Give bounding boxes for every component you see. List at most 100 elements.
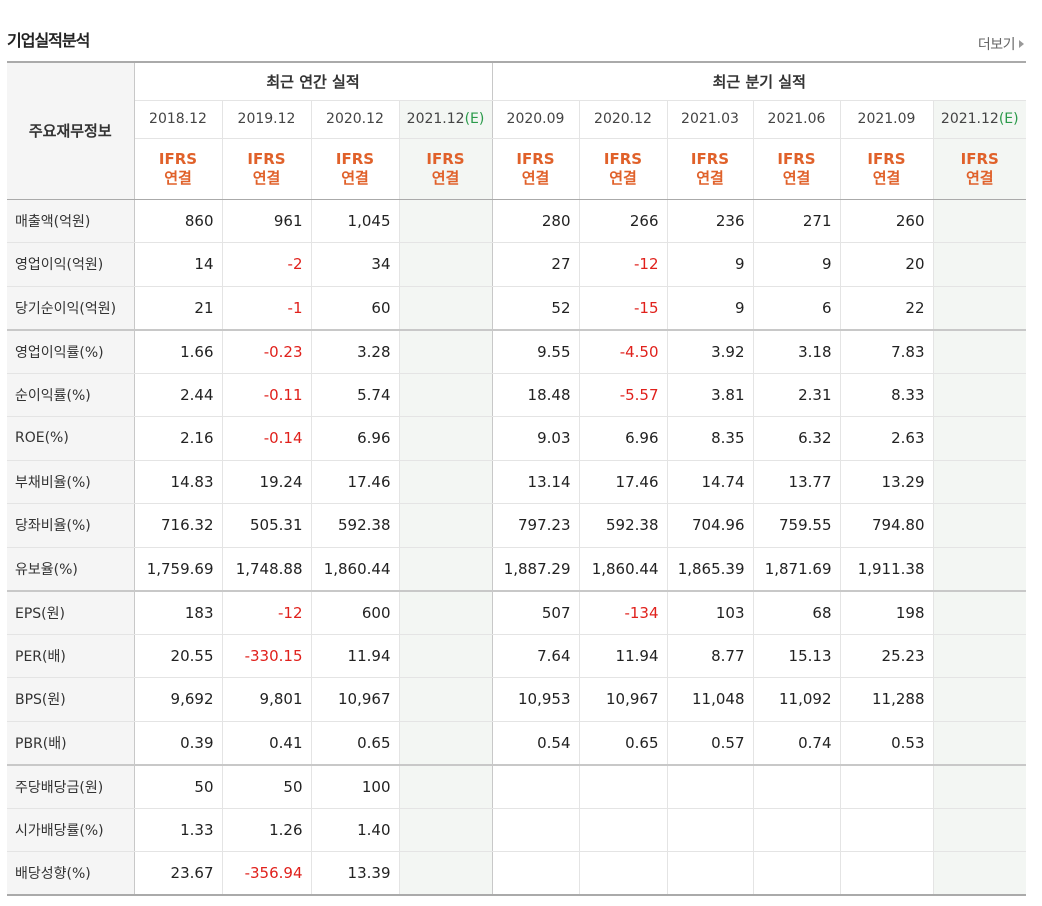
value-cell: 266 — [579, 199, 668, 243]
value-cell: 13.29 — [840, 460, 934, 504]
value-cell — [492, 851, 580, 896]
value-cell: 1,860.44 — [579, 547, 668, 591]
value-cell — [399, 763, 493, 809]
value-cell — [399, 416, 493, 461]
period-label: 2021.09 — [857, 111, 916, 127]
value-cell — [579, 808, 668, 852]
value-cell: 52 — [492, 286, 580, 330]
accounting-basis-header: IFRS 연결 — [579, 138, 668, 200]
period-label: 2021.03 — [681, 111, 739, 127]
accounting-standard: IFRS — [690, 149, 730, 168]
accounting-basis-header: IFRS 연결 — [840, 138, 934, 200]
value-cell: 9.03 — [492, 416, 580, 461]
value-cell — [579, 763, 668, 809]
value-cell — [399, 547, 493, 591]
accounting-standard: IFRS — [247, 149, 286, 168]
value-cell: 14.74 — [667, 460, 754, 504]
value-cell — [667, 851, 754, 896]
value-cell: 11,092 — [753, 677, 841, 722]
value-cell: 50 — [134, 763, 223, 809]
value-cell: -0.23 — [222, 328, 312, 374]
consolidation-basis: 연결 — [164, 168, 192, 187]
value-cell: 3.81 — [667, 373, 754, 417]
value-cell: -2 — [222, 242, 312, 287]
period-header: 2021.06 — [753, 100, 841, 139]
value-cell: 860 — [134, 199, 223, 243]
row-label: 부채비율(%) — [7, 460, 135, 504]
value-cell: -0.14 — [222, 416, 312, 461]
accounting-basis-header: IFRS 연결 — [134, 138, 223, 200]
period-label: 2021.12 — [940, 111, 999, 127]
value-cell: -15 — [579, 286, 668, 330]
row-label: 영업이익(억원) — [7, 242, 135, 287]
period-label: 2021.12 — [406, 111, 465, 127]
period-header: 2021.09 — [840, 100, 934, 139]
table-row: PBR(배) 0.39 0.41 0.65 0.54 0.65 0.57 0.74 0.53 — [7, 721, 1026, 765]
value-cell — [399, 851, 493, 896]
value-cell: 5.74 — [311, 373, 400, 417]
value-cell: 0.54 — [492, 721, 580, 765]
value-cell: 9 — [667, 286, 754, 330]
row-label: 시가배당률(%) — [7, 808, 135, 852]
value-cell: 19.24 — [222, 460, 312, 504]
value-cell: -356.94 — [222, 851, 312, 896]
value-cell: 10,967 — [579, 677, 668, 722]
value-cell: 507 — [492, 589, 580, 635]
period-header: 2020.09 — [492, 100, 580, 139]
value-cell: 7.64 — [492, 634, 580, 678]
value-cell: 9 — [753, 242, 841, 287]
value-cell: 1,887.29 — [492, 547, 580, 591]
value-cell: 1.33 — [134, 808, 223, 852]
value-cell: 794.80 — [840, 503, 934, 548]
value-cell: 759.55 — [753, 503, 841, 548]
value-cell: 1.26 — [222, 808, 312, 852]
value-cell: 0.65 — [579, 721, 668, 765]
value-cell — [933, 460, 1026, 504]
value-cell — [933, 373, 1026, 417]
value-cell: 592.38 — [579, 503, 668, 548]
value-cell: 11.94 — [579, 634, 668, 678]
value-cell: 27 — [492, 242, 580, 287]
consolidation-basis: 연결 — [696, 168, 724, 187]
accounting-basis-header: IFRS 연결 — [933, 138, 1026, 200]
table-row: 주당배당금(원) 50 50 100 — [7, 763, 1026, 809]
value-cell: 1,860.44 — [311, 547, 400, 591]
value-cell: 704.96 — [667, 503, 754, 548]
row-label: 당좌비율(%) — [7, 503, 135, 548]
table-row: 영업이익률(%) 1.66 -0.23 3.28 9.55 -4.50 3.92 3.18 7.… — [7, 328, 1026, 374]
value-cell: 1,865.39 — [667, 547, 754, 591]
estimate-marker: (E) — [998, 111, 1019, 127]
accounting-basis-header: IFRS 연결 — [311, 138, 400, 200]
period-header: 2019.12 — [222, 100, 312, 139]
value-cell: -12 — [579, 242, 668, 287]
row-header-label: 주요재무정보 — [7, 61, 135, 200]
value-cell: 592.38 — [311, 503, 400, 548]
value-cell: 716.32 — [134, 503, 223, 548]
value-cell — [933, 503, 1026, 548]
accounting-basis-header: IFRS 연결 — [399, 138, 493, 200]
value-cell: 0.57 — [667, 721, 754, 765]
value-cell: 6.96 — [579, 416, 668, 461]
more-link[interactable]: 더보기 — [978, 34, 1024, 54]
value-cell: 68 — [753, 589, 841, 635]
value-cell — [492, 763, 580, 809]
value-cell — [753, 851, 841, 896]
value-cell — [399, 503, 493, 548]
value-cell: 25.23 — [840, 634, 934, 678]
value-cell — [399, 242, 493, 287]
value-cell: 18.48 — [492, 373, 580, 417]
financial-table: 주요재무정보 최근 연간 실적 최근 분기 실적 2018.12 2019.12 2… — [7, 61, 1026, 896]
value-cell: 3.92 — [667, 328, 754, 374]
value-cell — [399, 286, 493, 330]
row-label: ROE(%) — [7, 416, 135, 461]
value-cell: 1,045 — [311, 199, 400, 243]
value-cell: 13.77 — [753, 460, 841, 504]
value-cell: 198 — [840, 589, 934, 635]
value-cell: 236 — [667, 199, 754, 243]
period-label: 2020.12 — [594, 111, 652, 127]
row-label: 유보율(%) — [7, 547, 135, 591]
value-cell — [933, 286, 1026, 330]
row-label: BPS(원) — [7, 677, 135, 722]
value-cell: 0.65 — [311, 721, 400, 765]
section-title: 기업실적분석 — [7, 31, 90, 50]
